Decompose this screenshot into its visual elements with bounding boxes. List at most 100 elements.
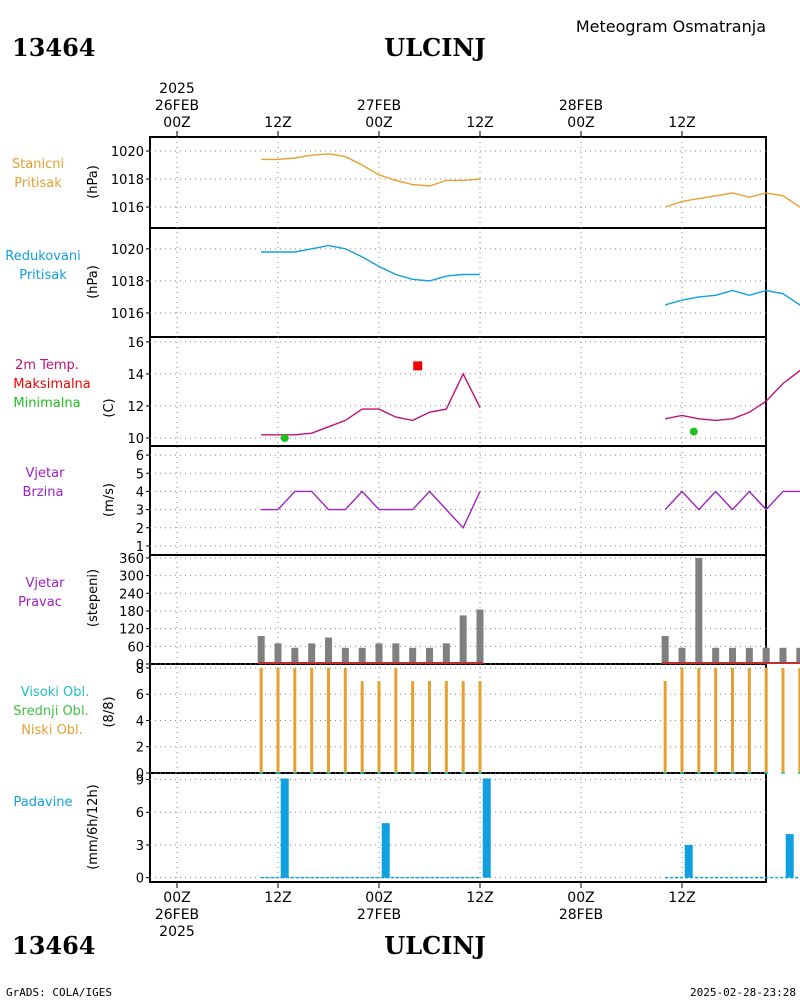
station-pressure-unit: (hPa): [86, 165, 101, 199]
clouds-unit: (8/8): [102, 696, 117, 727]
panel-frame-7: [149, 772, 767, 883]
footer-timestamp: 2025-02-28-23:28: [690, 986, 796, 999]
tick-label-bottom-1: 00Z: [163, 890, 190, 906]
panel-frame-6: [149, 663, 767, 774]
tick-label-top-2: 12Z: [264, 115, 291, 131]
precip-bar-3: [482, 778, 491, 878]
y-tick-labels: 1016101810201016101810201012141612345606…: [111, 145, 144, 887]
wind-direction-label-1: Vjetar: [26, 576, 66, 591]
wind_direction-ytick-label-6: 360: [119, 552, 144, 567]
clouds-ytick-label-4: 8: [136, 662, 144, 677]
cloud-bar-1-7: [360, 681, 364, 773]
temperature-line-1: [261, 372, 481, 436]
wind_direction-ytick-label-1: 60: [127, 640, 144, 655]
temperature-ytick-label-1: 12: [127, 400, 144, 415]
wind_speed-ytick-label-1: 2: [136, 522, 144, 537]
cloud-bar-1-2: [276, 667, 280, 773]
wind_speed-line-1: [261, 490, 481, 530]
temperature-ytick-label-3: 16: [127, 336, 144, 351]
cloud-bar-1-16: [680, 667, 684, 773]
wind-dir-bar-5: [325, 637, 332, 664]
footer-credit: GrADS: COLA/IGES: [6, 986, 112, 999]
wind-dir-bar-11: [426, 647, 433, 664]
station_pressure-line-1: [261, 153, 481, 187]
precip-bar-4: [684, 844, 693, 878]
precip-unit: (mm/6h/12h): [86, 784, 101, 870]
wind-dir-bar-15: [661, 636, 669, 664]
wind-dir-bar-6: [341, 647, 349, 664]
wind_direction-ytick-label-2: 120: [119, 623, 144, 638]
cloud-bar-1-21: [764, 667, 768, 773]
clouds-label-1: Visoki Obl.: [21, 685, 89, 700]
precip-ytick-label-2: 6: [136, 806, 144, 821]
panel-frames: [149, 136, 767, 883]
wind-dir-bar-16: [678, 647, 686, 664]
cloud-bar-1-20: [747, 667, 751, 773]
wind-dir-bar-7: [358, 647, 366, 664]
cloud-bar-1-8: [377, 681, 381, 773]
wind-dir-bar-22: [779, 647, 787, 664]
cloud-bar-1-14: [478, 681, 482, 773]
tick-label-top-6: 12Z: [668, 115, 695, 131]
wind_direction-ytick-label-3: 180: [119, 605, 144, 620]
wind-dir-bar-19: [729, 647, 736, 664]
station_pressure-ytick-label-2: 1020: [111, 145, 144, 160]
cloud-bar-1-17: [697, 667, 701, 773]
station-id-top: 13464: [12, 33, 96, 62]
cloud-bar-1-10: [411, 681, 415, 773]
temperature-ytick-label-0: 10: [127, 432, 144, 447]
reduced_pressure-ytick-label-0: 1016: [111, 307, 144, 322]
temperature-unit: (C): [102, 398, 117, 417]
reduced_pressure-ytick-label-2: 1020: [111, 243, 144, 258]
station-name-bottom: ULCINJ: [384, 931, 485, 960]
wind_direction-ytick-label-4: 240: [119, 587, 144, 602]
reduced_pressure-line-1: [261, 244, 480, 282]
station_pressure-ytick-label-1: 1018: [111, 173, 144, 188]
plot-marks: [257, 153, 800, 879]
reduced-pressure-label-1: Redukovani: [5, 249, 80, 264]
date-label-top-1: 26FEB: [155, 98, 199, 114]
tick-label-top-4: 12Z: [466, 115, 493, 131]
clouds-label-3: Niski Obl.: [21, 723, 83, 738]
wind_speed-line-2: [664, 490, 800, 511]
temperature-label-3: Minimalna: [13, 396, 80, 411]
wind-speed-unit: (m/s): [102, 483, 117, 517]
cloud-bar-1-19: [731, 667, 734, 773]
precip-ytick-label-1: 3: [136, 839, 144, 854]
wind-dir-bar-17: [695, 557, 703, 664]
station_pressure-ytick-label-0: 1016: [111, 201, 144, 216]
station-id-bottom: 13464: [12, 931, 96, 960]
clouds-ytick-label-3: 6: [136, 688, 144, 703]
wind-dir-bar-10: [409, 647, 417, 664]
wind-dir-bar-12: [442, 643, 450, 664]
cloud-bar-1-23: [798, 667, 800, 773]
wind-dir-bar-8: [375, 643, 383, 664]
wind_speed-ytick-label-4: 5: [136, 467, 144, 482]
cloud-bar-1-15: [663, 681, 667, 773]
panel-frame-2: [149, 227, 767, 338]
tick-label-top-3: 00Z: [365, 115, 392, 131]
station-pressure-label-2: Pritisak: [14, 176, 62, 191]
panel-frame-1: [149, 136, 767, 229]
tmax-marker-1: [413, 361, 423, 371]
grid-lines: [146, 131, 766, 888]
wind-direction-unit: (stepeni): [86, 569, 101, 627]
clouds-ytick-label-1: 2: [136, 741, 144, 756]
panel-frame-5: [149, 554, 767, 665]
date-label-bottom-1: 26FEB: [155, 907, 199, 923]
clouds-ytick-label-0: 0: [136, 767, 144, 782]
precip-bar-1: [280, 778, 289, 878]
station-name-top: ULCINJ: [384, 33, 485, 62]
date-label-bottom-3: 28FEB: [559, 907, 603, 923]
precip-ytick-label-3: 9: [136, 774, 144, 789]
precip-ytick-label-0: 0: [136, 872, 144, 887]
tick-label-bottom-3: 00Z: [365, 890, 392, 906]
tick-label-bottom-5: 00Z: [567, 890, 594, 906]
date-label-bottom-2: 27FEB: [357, 907, 401, 923]
wind_speed-ytick-label-5: 6: [136, 449, 144, 464]
year-label-bottom: 2025: [159, 924, 195, 940]
tick-label-top-1: 00Z: [163, 115, 190, 131]
temperature-ytick-label-2: 14: [127, 368, 144, 383]
reduced_pressure-line-2: [664, 289, 800, 306]
